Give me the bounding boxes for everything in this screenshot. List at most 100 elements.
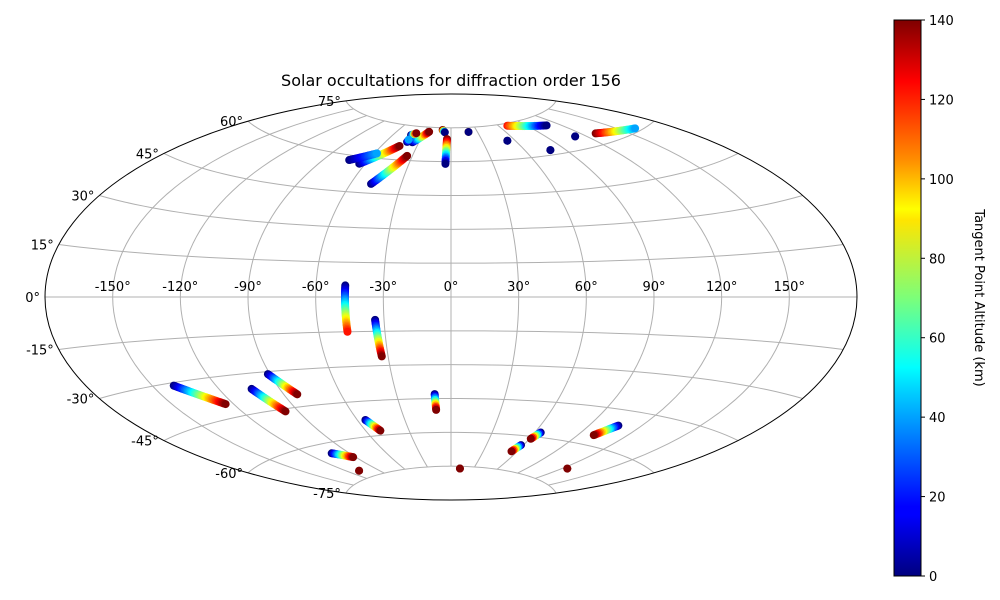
longitude-tick-label: -120° (162, 280, 198, 295)
data-points (169, 121, 640, 475)
occultation-track (455, 464, 464, 473)
occultation-track (361, 415, 385, 435)
latitude-tick-label: 30° (71, 190, 94, 205)
data-point (372, 149, 381, 158)
occultation-track (503, 136, 512, 145)
parallel-gridline (247, 120, 655, 163)
occultation-track (367, 151, 412, 188)
latitude-tick-label: -15° (26, 344, 54, 359)
colorbar-label: Tangent Point Altitude (km) (971, 208, 986, 386)
latitude-tick-labels: 75° 60° 45° 30° 15° 0° -15° -30° -45° -60° -75° (25, 95, 341, 502)
map-gridlines (45, 100, 857, 494)
data-point (395, 141, 404, 150)
parallel-gridline (345, 465, 557, 494)
data-point (589, 431, 598, 440)
latitude-tick-label: -30° (67, 393, 95, 408)
data-point (376, 426, 385, 435)
latitude-tick-label: 60° (220, 115, 243, 130)
data-point (503, 136, 512, 145)
parallel-gridline (163, 397, 739, 441)
colorbar-tick-label: 40 (929, 411, 946, 426)
occultation-track (169, 381, 230, 409)
latitude-tick-label: 75° (318, 95, 341, 110)
occultation-track (403, 135, 413, 146)
colorbar-tick-label: 140 (929, 14, 954, 29)
data-point (293, 390, 302, 399)
colorbar: 0 20 40 60 80 100 120 140 Tangent Point Altitud… (893, 14, 986, 585)
data-point (542, 121, 551, 130)
occultation-track (345, 149, 381, 165)
occultation-track (355, 466, 364, 475)
data-point (377, 352, 386, 361)
longitude-tick-label: 0° (444, 280, 459, 295)
data-point (355, 466, 364, 475)
occultation-track (263, 370, 302, 399)
data-point (343, 327, 352, 336)
latitude-tick-label: 45° (136, 148, 159, 163)
latitude-tick-label: 0° (25, 291, 40, 306)
map-plot-area: -150° -120° -90° -60° -30° 0° 30° 60° 90° 120° 150… (25, 93, 858, 502)
occultation-track (589, 421, 623, 440)
data-point (571, 132, 580, 141)
data-point (631, 124, 640, 133)
colorbar-tick-label: 120 (929, 93, 954, 108)
latitude-tick-label: -45° (131, 435, 159, 450)
occultation-track (340, 281, 352, 336)
data-point (425, 127, 434, 136)
data-point (507, 447, 516, 456)
data-point (412, 129, 421, 138)
occultation-track (503, 121, 551, 131)
map-boundary (44, 93, 858, 501)
colorbar-ticks: 0 20 40 60 80 100 120 140 (921, 14, 954, 585)
data-point (403, 151, 412, 160)
data-point (464, 127, 473, 136)
longitude-tick-label: 30° (507, 280, 530, 295)
latitude-tick-label: -75° (313, 487, 341, 502)
parallel-gridline (99, 195, 803, 230)
data-point (432, 405, 441, 414)
data-point (563, 464, 572, 473)
colorbar-gradient (893, 19, 922, 577)
data-point (349, 453, 358, 462)
longitude-tick-label: 150° (774, 280, 805, 295)
occultation-track (526, 428, 545, 443)
latitude-tick-label: 15° (31, 239, 54, 254)
parallel-gridline (58, 330, 844, 351)
occultation-track (438, 126, 449, 137)
occultation-track (563, 464, 572, 473)
longitude-tick-label: 90° (642, 280, 665, 295)
parallel-gridline (345, 100, 557, 129)
longitude-tick-label: -90° (234, 280, 262, 295)
parallel-gridline (247, 431, 655, 474)
occultation-track (371, 315, 386, 361)
occultation-track (546, 146, 555, 155)
occultation-track (407, 129, 421, 140)
data-point (440, 128, 449, 137)
longitude-tick-label: -30° (369, 280, 397, 295)
longitude-tick-label: 120° (706, 280, 737, 295)
occultation-track (247, 384, 290, 416)
parallel-gridline (99, 364, 803, 399)
colorbar-tick-label: 100 (929, 173, 954, 188)
chart-title: Solar occultations for diffraction order… (281, 71, 621, 90)
colorbar-tick-label: 80 (929, 252, 946, 267)
data-point (441, 159, 450, 168)
data-point (281, 407, 290, 416)
data-point (404, 135, 413, 144)
parallel-gridline (163, 153, 739, 197)
latitude-tick-label: -60° (215, 467, 243, 482)
data-point (455, 464, 464, 473)
longitude-tick-label: 60° (575, 280, 598, 295)
data-point (546, 146, 555, 155)
colorbar-tick-label: 20 (929, 491, 946, 506)
longitude-tick-label: -150° (95, 280, 131, 295)
longitude-tick-labels: -150° -120° -90° -60° -30° 0° 30° 60° 90° 120° 150… (95, 280, 805, 295)
occultation-track (507, 441, 526, 456)
occultation-track (441, 135, 451, 168)
occultation-track (571, 132, 580, 141)
occultation-track (430, 390, 441, 414)
occultation-track (464, 127, 473, 136)
colorbar-tick-label: 0 (929, 570, 937, 585)
occultation-track (327, 449, 358, 462)
